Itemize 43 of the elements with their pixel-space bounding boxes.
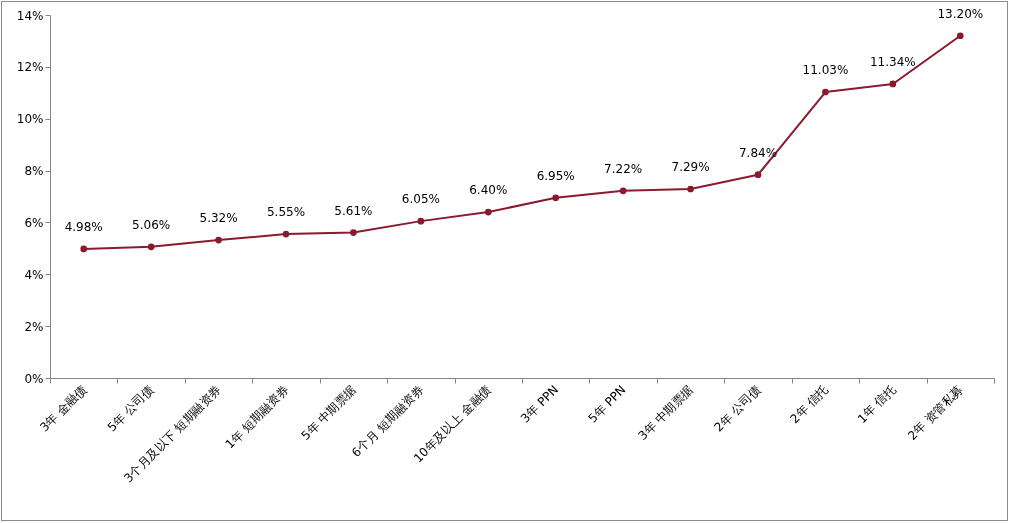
x-tick-label: 2年 公司债 bbox=[711, 382, 764, 435]
point bbox=[754, 171, 762, 179]
data-label: 11.03% bbox=[802, 63, 849, 78]
data-label: 5.61% bbox=[334, 203, 373, 218]
point bbox=[552, 194, 560, 202]
x-tick-label: 5年 公司债 bbox=[104, 382, 157, 435]
x-tick-label: 2年 资管私募 bbox=[905, 382, 966, 443]
data-label: 6.05% bbox=[401, 192, 440, 207]
data-label: 11.34% bbox=[869, 54, 916, 69]
point bbox=[484, 208, 492, 216]
point bbox=[282, 230, 290, 238]
y-tick-label: 8% bbox=[24, 164, 44, 179]
data-label: 5.06% bbox=[132, 217, 171, 232]
y-tick-label: 10% bbox=[16, 112, 44, 127]
y-tick-label: 2% bbox=[24, 319, 44, 334]
point bbox=[215, 236, 222, 244]
y-tick-label: 14% bbox=[16, 8, 44, 23]
data-label: 7.22% bbox=[604, 161, 643, 176]
point bbox=[956, 32, 964, 40]
point bbox=[350, 229, 357, 236]
point bbox=[80, 245, 88, 253]
x-tick-label: 1年 短期融资券 bbox=[222, 382, 292, 452]
point bbox=[822, 88, 829, 96]
y-tick-label: 12% bbox=[16, 60, 44, 75]
point bbox=[417, 217, 425, 225]
x-tick-label: 1年 信托 bbox=[854, 382, 899, 426]
y-tick-label: 6% bbox=[24, 215, 44, 230]
data-label: 7.29% bbox=[671, 159, 710, 174]
point bbox=[889, 80, 897, 88]
point bbox=[619, 187, 627, 195]
data-label: 6.40% bbox=[469, 183, 508, 198]
data-label: 5.32% bbox=[199, 211, 238, 226]
data-label: 6.95% bbox=[536, 168, 575, 183]
point bbox=[147, 243, 155, 251]
data-label: 13.20% bbox=[937, 6, 984, 21]
y-tick-label: 4% bbox=[24, 267, 44, 282]
data-label: 7.84% bbox=[738, 145, 778, 160]
x-tick-label: 3年 中期票据 bbox=[635, 382, 697, 443]
data-label: 5.55% bbox=[266, 205, 306, 220]
point bbox=[687, 185, 694, 193]
x-tick-label: 5年 中期票据 bbox=[298, 382, 359, 443]
data-label: 4.98% bbox=[64, 219, 103, 234]
x-tick-label: 2年 信托 bbox=[787, 382, 831, 426]
